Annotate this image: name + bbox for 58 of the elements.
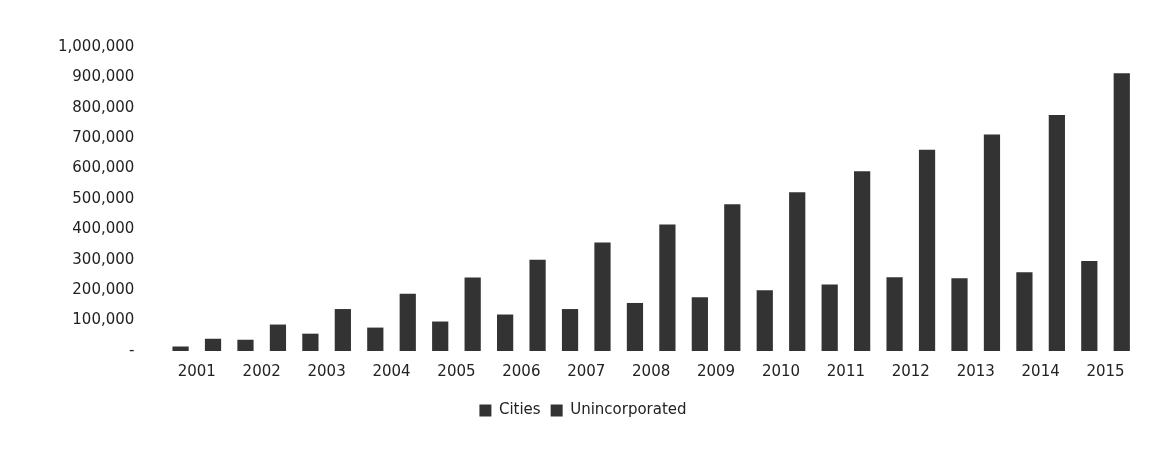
x-tick-label: 2013 xyxy=(956,361,995,380)
bar xyxy=(302,333,319,351)
bar xyxy=(691,297,708,351)
y-tick-label: 800,000 xyxy=(72,97,135,116)
bar xyxy=(529,259,546,351)
legend-label: Cities xyxy=(498,400,541,419)
bar xyxy=(724,204,741,351)
bar xyxy=(659,224,676,351)
bar xyxy=(204,338,222,351)
bar xyxy=(237,339,254,351)
bar xyxy=(951,278,968,351)
bar xyxy=(1113,73,1130,351)
x-tick-label: 2011 xyxy=(826,361,865,380)
x-tick-label: 2012 xyxy=(891,361,930,380)
bar xyxy=(269,324,287,351)
bar xyxy=(594,242,611,351)
x-tick-label: 2001 xyxy=(177,361,216,380)
x-tick-label: 2008 xyxy=(632,361,671,380)
bar xyxy=(1016,272,1033,351)
bar xyxy=(626,302,644,351)
bar xyxy=(561,309,579,351)
bar xyxy=(983,134,1001,351)
x-tick-label: 2007 xyxy=(567,361,606,380)
y-tick-label: 700,000 xyxy=(72,128,135,147)
y-tick-label: 600,000 xyxy=(72,158,135,177)
bar xyxy=(334,309,351,351)
y-tick-label: - xyxy=(128,340,135,359)
bar xyxy=(497,314,514,351)
y-tick-label: 300,000 xyxy=(72,249,135,268)
x-tick-label: 2004 xyxy=(372,361,411,380)
x-tick-label: 2006 xyxy=(502,361,541,380)
y-tick-label: 400,000 xyxy=(72,219,135,238)
x-tick-label: 2009 xyxy=(696,361,736,380)
y-tick-label: 200,000 xyxy=(72,280,135,299)
bar xyxy=(854,171,871,351)
y-tick-label: 100,000 xyxy=(72,310,135,329)
bar xyxy=(1048,115,1065,351)
bar xyxy=(886,277,903,351)
legend-label: Unincorporated xyxy=(570,400,687,419)
bar xyxy=(399,293,416,351)
x-tick-label: 2002 xyxy=(242,361,281,380)
bar xyxy=(172,346,189,351)
bar xyxy=(821,284,838,351)
y-tick-label: 1,000,000 xyxy=(58,36,135,55)
x-tick-label: 2014 xyxy=(1021,361,1060,380)
bar xyxy=(789,192,806,351)
bar xyxy=(432,321,449,351)
bar xyxy=(918,149,936,351)
x-tick-label: 2003 xyxy=(307,361,346,380)
bar xyxy=(1081,261,1098,351)
bar xyxy=(464,277,481,351)
y-tick-label: 900,000 xyxy=(72,67,135,86)
bar xyxy=(367,327,384,351)
y-tick-label: 500,000 xyxy=(72,188,135,207)
x-tick-label: 2005 xyxy=(437,361,476,380)
bar xyxy=(756,290,773,351)
x-tick-label: 2010 xyxy=(761,361,801,380)
x-tick-label: 2015 xyxy=(1086,361,1125,380)
